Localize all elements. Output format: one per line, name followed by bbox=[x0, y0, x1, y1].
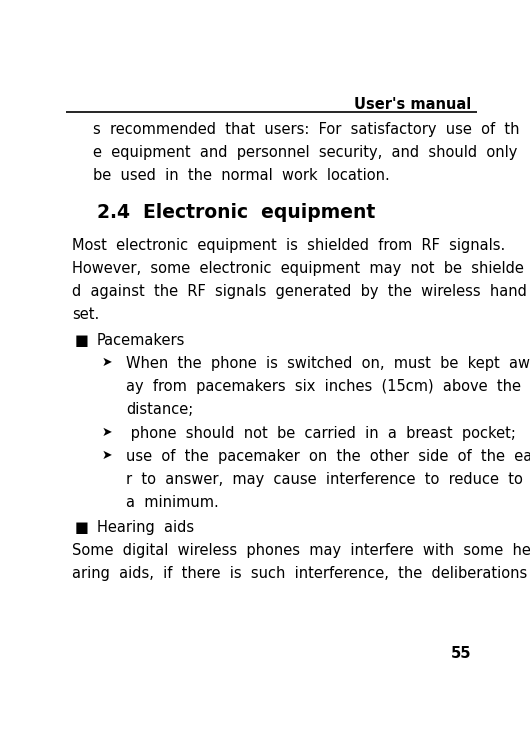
Text: use  of  the  pacemaker  on  the  other  side  of  the  ea: use of the pacemaker on the other side o… bbox=[126, 449, 530, 464]
Text: Hearing  aids: Hearing aids bbox=[97, 520, 194, 535]
Text: ➤: ➤ bbox=[101, 449, 112, 461]
Text: However,  some  electronic  equipment  may  not  be  shielde: However, some electronic equipment may n… bbox=[73, 261, 524, 276]
Text: When  the  phone  is  switched  on,  must  be  kept  aw: When the phone is switched on, must be k… bbox=[126, 357, 530, 372]
Text: ■: ■ bbox=[74, 333, 89, 348]
Text: ➤: ➤ bbox=[101, 425, 112, 438]
Text: a  minimum.: a minimum. bbox=[126, 495, 218, 510]
Text: Some  digital  wireless  phones  may  interfere  with  some  he: Some digital wireless phones may interfe… bbox=[73, 542, 530, 557]
Text: ■: ■ bbox=[74, 520, 89, 535]
Text: Most  electronic  equipment  is  shielded  from  RF  signals.: Most electronic equipment is shielded fr… bbox=[73, 238, 506, 253]
Text: d  against  the  RF  signals  generated  by  the  wireless  hand: d against the RF signals generated by th… bbox=[73, 284, 527, 300]
Text: set.: set. bbox=[73, 307, 100, 322]
Text: distance;: distance; bbox=[126, 402, 193, 417]
Text: User's manual: User's manual bbox=[354, 97, 471, 112]
Text: 55: 55 bbox=[450, 646, 471, 661]
Text: Pacemakers: Pacemakers bbox=[97, 333, 186, 348]
Text: e  equipment  and  personnel  security,  and  should  only: e equipment and personnel security, and … bbox=[93, 145, 517, 160]
Text: r  to  answer,  may  cause  interference  to  reduce  to: r to answer, may cause interference to r… bbox=[126, 472, 523, 487]
Text: phone  should  not  be  carried  in  a  breast  pocket;: phone should not be carried in a breast … bbox=[126, 425, 516, 440]
Text: aring  aids,  if  there  is  such  interference,  the  deliberations: aring aids, if there is such interferenc… bbox=[73, 565, 528, 580]
Text: be  used  in  the  normal  work  location.: be used in the normal work location. bbox=[93, 168, 390, 183]
Text: ay  from  pacemakers  six  inches  (15cm)  above  the: ay from pacemakers six inches (15cm) abo… bbox=[126, 380, 521, 395]
Text: s  recommended  that  users:  For  satisfactory  use  of  th: s recommended that users: For satisfacto… bbox=[93, 121, 519, 136]
Text: 2.4  Electronic  equipment: 2.4 Electronic equipment bbox=[97, 204, 375, 222]
Text: ➤: ➤ bbox=[101, 357, 112, 369]
